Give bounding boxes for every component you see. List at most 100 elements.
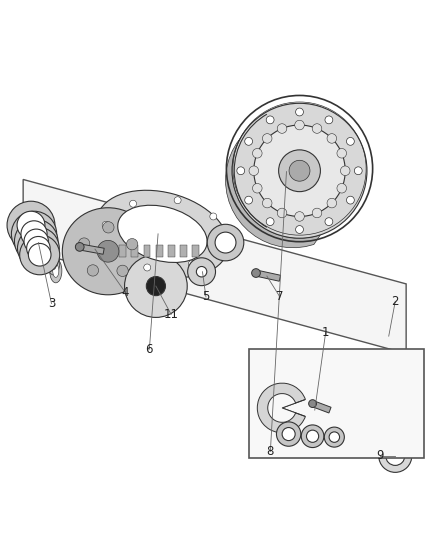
Circle shape — [124, 255, 187, 318]
Circle shape — [237, 167, 245, 175]
Ellipse shape — [43, 236, 55, 260]
Circle shape — [7, 201, 55, 249]
Bar — [180, 245, 187, 257]
Wedge shape — [257, 383, 305, 433]
Text: 6: 6 — [145, 343, 153, 356]
Polygon shape — [226, 103, 320, 248]
Circle shape — [266, 116, 274, 124]
Circle shape — [276, 422, 301, 446]
Circle shape — [18, 228, 59, 269]
Text: 11: 11 — [164, 308, 179, 321]
Polygon shape — [255, 270, 281, 281]
Ellipse shape — [96, 190, 229, 278]
Circle shape — [188, 261, 195, 268]
Circle shape — [17, 211, 45, 239]
Circle shape — [207, 224, 244, 261]
Circle shape — [277, 208, 287, 218]
Ellipse shape — [41, 228, 53, 252]
Circle shape — [14, 220, 58, 263]
Text: 4: 4 — [122, 286, 129, 299]
Circle shape — [75, 243, 84, 251]
Circle shape — [337, 183, 346, 193]
Text: 8: 8 — [267, 445, 274, 458]
Circle shape — [346, 138, 354, 146]
Circle shape — [87, 265, 99, 276]
Ellipse shape — [62, 208, 154, 295]
Circle shape — [327, 198, 337, 208]
Wedge shape — [268, 393, 296, 422]
Circle shape — [78, 238, 90, 249]
Circle shape — [354, 167, 362, 175]
Circle shape — [11, 211, 57, 256]
Bar — [250, 349, 424, 458]
Circle shape — [337, 149, 346, 158]
Bar — [192, 245, 199, 257]
Polygon shape — [23, 180, 406, 353]
Ellipse shape — [49, 259, 62, 283]
Circle shape — [282, 427, 295, 441]
Text: 1: 1 — [322, 326, 329, 339]
Circle shape — [266, 217, 274, 225]
Ellipse shape — [47, 251, 60, 275]
Circle shape — [232, 103, 367, 238]
Bar — [168, 245, 175, 257]
Circle shape — [254, 125, 345, 216]
Circle shape — [187, 258, 215, 286]
Circle shape — [262, 198, 272, 208]
Circle shape — [210, 213, 217, 220]
Circle shape — [295, 212, 304, 221]
Circle shape — [309, 400, 317, 408]
Circle shape — [103, 222, 114, 233]
Ellipse shape — [53, 264, 59, 277]
Circle shape — [277, 124, 287, 133]
Polygon shape — [311, 401, 331, 413]
Polygon shape — [79, 244, 104, 254]
Circle shape — [117, 265, 128, 277]
Circle shape — [196, 266, 207, 277]
Ellipse shape — [46, 241, 52, 254]
Circle shape — [312, 124, 322, 133]
Circle shape — [97, 240, 119, 262]
Circle shape — [245, 138, 253, 146]
Ellipse shape — [118, 205, 207, 262]
Circle shape — [379, 439, 412, 472]
Circle shape — [144, 264, 151, 271]
Circle shape — [102, 221, 109, 228]
Circle shape — [253, 149, 262, 158]
Circle shape — [325, 217, 333, 225]
Text: 9: 9 — [376, 449, 384, 462]
Bar — [155, 245, 162, 257]
Text: 3: 3 — [48, 297, 55, 310]
Bar — [131, 245, 138, 257]
Ellipse shape — [48, 249, 54, 262]
Bar — [107, 245, 114, 257]
Text: 2: 2 — [392, 295, 399, 308]
Circle shape — [340, 166, 350, 175]
Circle shape — [329, 432, 339, 442]
Circle shape — [108, 248, 115, 255]
Circle shape — [253, 183, 262, 193]
Circle shape — [130, 200, 137, 207]
Circle shape — [215, 232, 236, 253]
Circle shape — [20, 235, 60, 275]
Text: 5: 5 — [202, 290, 210, 303]
Circle shape — [386, 446, 405, 465]
Circle shape — [127, 239, 138, 250]
Bar — [144, 245, 151, 257]
Ellipse shape — [50, 256, 57, 270]
Circle shape — [27, 237, 50, 260]
Circle shape — [252, 269, 260, 277]
Circle shape — [301, 425, 324, 448]
Circle shape — [325, 116, 333, 124]
Circle shape — [215, 239, 223, 246]
Circle shape — [245, 196, 253, 204]
Circle shape — [312, 208, 322, 218]
Text: 7: 7 — [276, 290, 284, 303]
Circle shape — [296, 225, 304, 233]
Bar — [119, 245, 126, 257]
Circle shape — [296, 108, 304, 116]
Circle shape — [346, 196, 354, 204]
Ellipse shape — [44, 233, 50, 246]
Circle shape — [327, 134, 337, 143]
Circle shape — [279, 150, 321, 192]
